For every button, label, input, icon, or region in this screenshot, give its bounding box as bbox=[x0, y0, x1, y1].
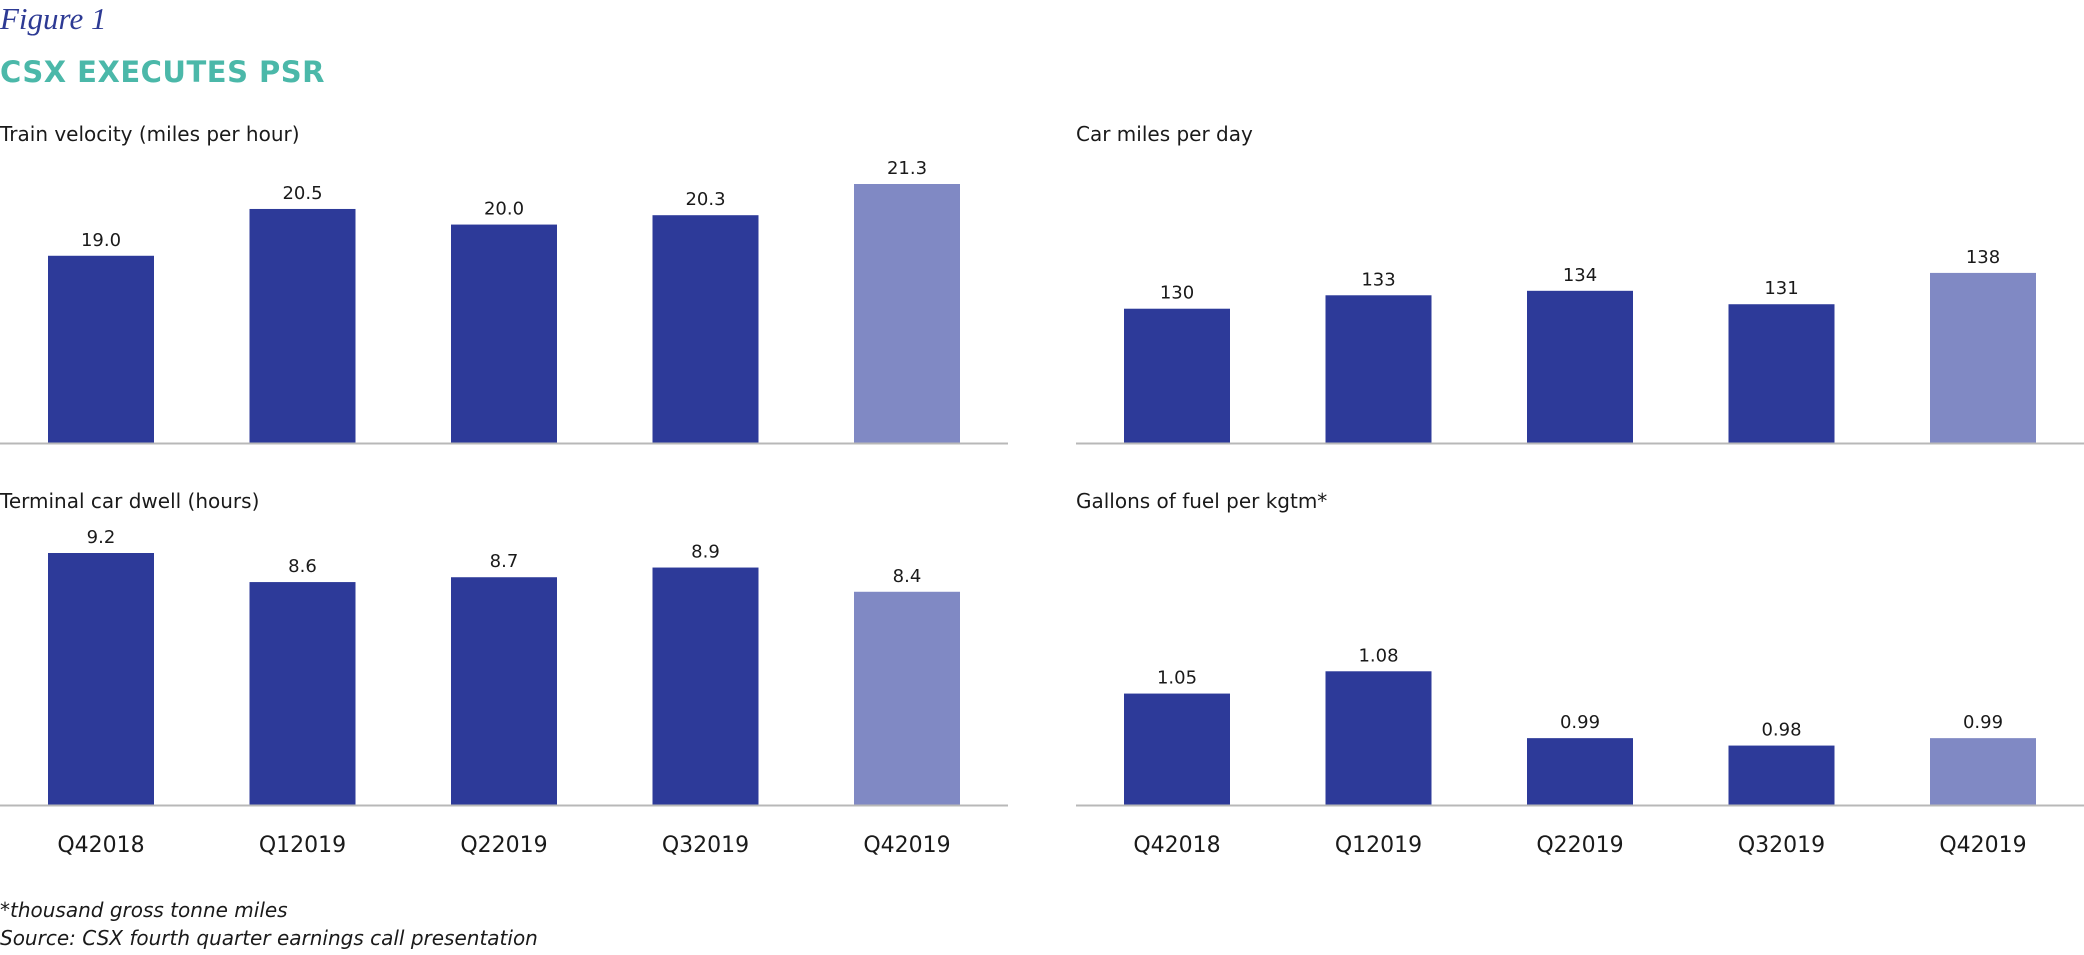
bar-0-2 bbox=[451, 224, 557, 443]
data-label-0-0: 19.0 bbox=[81, 230, 121, 251]
data-label-0-2: 20.0 bbox=[484, 199, 524, 220]
figure-label: Figure 1 bbox=[0, 1, 107, 36]
bar-2-1 bbox=[249, 582, 356, 805]
data-label-1-2: 134 bbox=[1563, 265, 1597, 286]
category-label-3-3: Q32019 bbox=[1738, 833, 1825, 858]
data-label-2-0: 9.2 bbox=[87, 527, 116, 548]
data-label-1-1: 133 bbox=[1361, 269, 1395, 290]
bar-1-3 bbox=[1728, 304, 1835, 443]
bar-0-3 bbox=[652, 215, 759, 443]
footnote-source: Source: CSX fourth quarter earnings call… bbox=[0, 926, 538, 950]
category-label-2-1: Q12019 bbox=[259, 833, 346, 858]
bar-3-4 bbox=[1930, 738, 2036, 805]
data-label-3-2: 0.99 bbox=[1560, 712, 1600, 733]
data-label-3-3: 0.98 bbox=[1761, 720, 1801, 741]
data-label-3-1: 1.08 bbox=[1358, 645, 1398, 666]
panel-title-train-velocity: Train velocity (miles per hour) bbox=[0, 122, 300, 146]
bar-0-4 bbox=[854, 184, 960, 443]
bar-2-3 bbox=[652, 567, 759, 805]
category-label-2-2: Q22019 bbox=[460, 833, 547, 858]
panel-title-terminal-dwell: Terminal car dwell (hours) bbox=[0, 489, 260, 513]
bar-3-2 bbox=[1527, 738, 1633, 805]
bar-2-0 bbox=[48, 553, 154, 805]
data-label-0-4: 21.3 bbox=[887, 158, 927, 179]
data-label-2-4: 8.4 bbox=[893, 566, 922, 587]
bar-1-0 bbox=[1124, 308, 1230, 443]
category-label-2-4: Q42019 bbox=[863, 833, 950, 858]
figure-title: CSX EXECUTES PSR bbox=[0, 55, 326, 89]
data-label-3-0: 1.05 bbox=[1157, 668, 1197, 689]
category-label-2-3: Q32019 bbox=[662, 833, 749, 858]
panel-title-fuel: Gallons of fuel per kgtm* bbox=[1076, 489, 1328, 513]
data-label-2-3: 8.9 bbox=[691, 542, 720, 563]
category-label-3-2: Q22019 bbox=[1536, 833, 1623, 858]
bar-2-4 bbox=[854, 591, 960, 805]
category-label-3-4: Q42019 bbox=[1939, 833, 2026, 858]
data-label-1-4: 138 bbox=[1966, 247, 2000, 268]
data-label-0-1: 20.5 bbox=[282, 183, 322, 204]
data-label-0-3: 20.3 bbox=[685, 189, 725, 210]
data-label-2-1: 8.6 bbox=[288, 556, 317, 577]
footnote-definition: *thousand gross tonne miles bbox=[0, 898, 288, 922]
data-label-1-0: 130 bbox=[1160, 283, 1194, 304]
bar-1-1 bbox=[1325, 295, 1432, 443]
bar-1-2 bbox=[1527, 290, 1633, 443]
bar-3-0 bbox=[1124, 693, 1230, 805]
category-label-2-0: Q42018 bbox=[57, 833, 144, 858]
bar-1-4 bbox=[1930, 272, 2036, 443]
data-label-2-2: 8.7 bbox=[490, 551, 519, 572]
data-label-1-3: 131 bbox=[1764, 278, 1798, 299]
bar-2-2 bbox=[451, 577, 557, 805]
bar-3-3 bbox=[1728, 745, 1835, 805]
data-label-3-4: 0.99 bbox=[1963, 712, 2003, 733]
panel-title-car-miles: Car miles per day bbox=[1076, 122, 1253, 146]
bar-0-1 bbox=[249, 208, 356, 443]
bar-0-0 bbox=[48, 255, 154, 443]
category-label-3-0: Q42018 bbox=[1133, 833, 1220, 858]
category-label-3-1: Q12019 bbox=[1335, 833, 1422, 858]
bar-3-1 bbox=[1325, 671, 1432, 805]
